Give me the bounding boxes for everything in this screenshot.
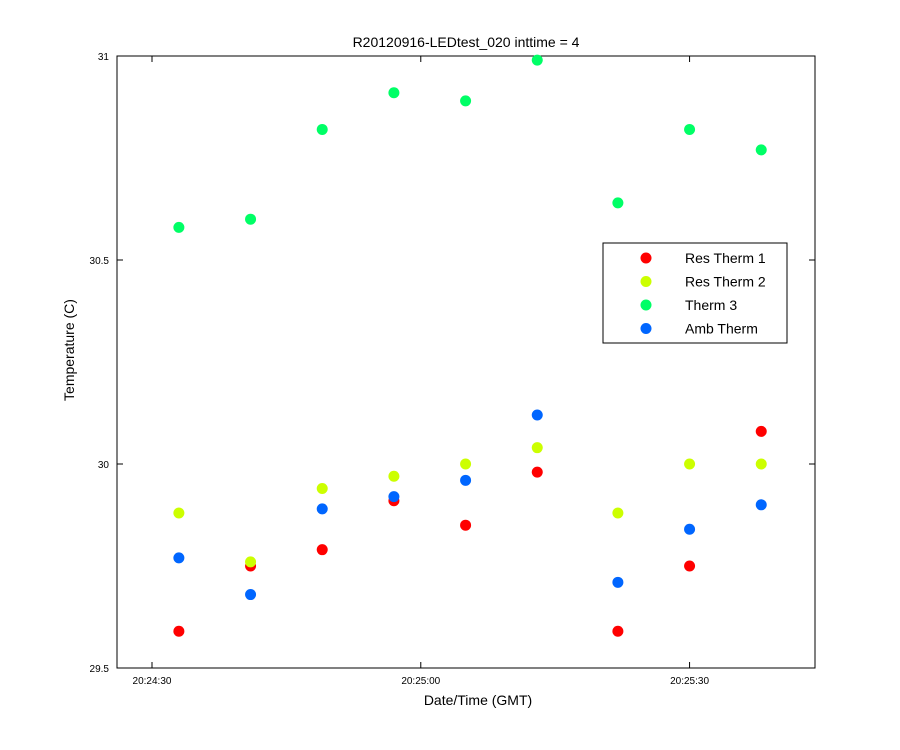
data-point: [755, 458, 767, 470]
data-point: [684, 458, 696, 470]
data-point: [173, 221, 185, 233]
data-point: [173, 507, 185, 519]
y-axis: 29.5 30 30.5 31: [90, 52, 815, 675]
data-point: [755, 144, 767, 156]
x-tick-label: 20:25:30: [670, 676, 709, 687]
chart-title: R20120916-LEDtest_020 inttime = 4: [353, 34, 580, 50]
data-point: [755, 425, 767, 437]
data-point: [684, 523, 696, 535]
data-point: [531, 409, 543, 421]
data-point: [531, 466, 543, 478]
y-tick-label: 31: [98, 52, 110, 63]
data-point: [684, 123, 696, 135]
y-tick-label: 30.5: [90, 256, 110, 267]
data-point: [460, 474, 472, 486]
data-point: [460, 458, 472, 470]
data-point: [612, 625, 624, 637]
data-points: [173, 54, 767, 637]
data-point: [460, 95, 472, 107]
legend-label: Res Therm 1: [685, 250, 766, 266]
data-point: [173, 552, 185, 564]
legend-marker: [640, 252, 652, 264]
data-point: [388, 87, 400, 99]
legend-marker: [640, 299, 652, 311]
data-point: [316, 482, 328, 494]
data-point: [388, 470, 400, 482]
data-point: [316, 123, 328, 135]
legend-label: Res Therm 2: [685, 274, 766, 290]
data-point: [612, 197, 624, 209]
data-point: [531, 442, 543, 454]
data-point: [316, 503, 328, 515]
data-point: [460, 519, 472, 531]
data-point: [245, 213, 257, 225]
legend-marker: [640, 276, 652, 287]
data-point: [612, 507, 624, 519]
data-point: [531, 54, 543, 66]
data-point: [245, 589, 257, 601]
data-point: [612, 576, 624, 588]
plot-area: [116, 55, 816, 669]
x-axis: 20:24:30 20:25:00 20:25:30: [133, 56, 709, 687]
y-tick-label: 29.5: [90, 664, 110, 675]
legend: Res Therm 1 Res Therm 2 Therm 3 Amb Therm: [602, 242, 788, 344]
y-tick-label: 30: [98, 460, 110, 471]
data-point: [755, 499, 767, 511]
data-point: [173, 625, 185, 637]
legend-label: Therm 3: [685, 297, 737, 313]
data-point: [316, 544, 328, 556]
legend-marker: [640, 323, 652, 334]
y-axis-label: Temperature (C): [61, 299, 77, 401]
x-tick-label: 20:24:30: [133, 676, 172, 687]
legend-box: [602, 242, 788, 344]
data-point: [684, 560, 696, 572]
data-point: [388, 491, 400, 503]
x-tick-label: 20:25:00: [401, 676, 440, 687]
legend-label: Amb Therm: [685, 321, 758, 337]
x-axis-label: Date/Time (GMT): [424, 692, 532, 708]
data-point: [245, 556, 257, 568]
